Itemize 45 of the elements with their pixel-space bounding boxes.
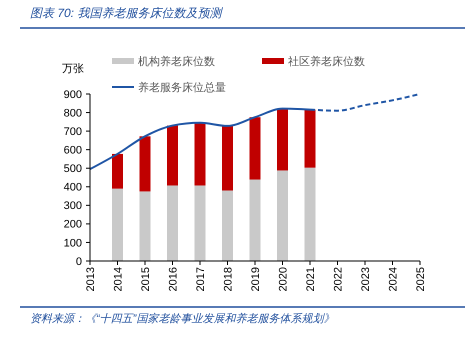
y-tick-label: 300 [64,200,82,212]
bar [140,136,150,192]
x-tick-label: 2021 [305,267,317,292]
y-tick-label: 500 [64,163,82,176]
x-tick-label: 2017 [195,267,207,292]
y-tick-label: 400 [64,182,82,194]
bar [250,117,260,180]
bar [222,190,233,261]
y-tick-label: 100 [64,237,82,250]
x-tick-label: 2020 [278,267,290,292]
x-tick-label: 2019 [250,267,262,292]
x-tick-label: 2015 [140,267,152,292]
y-axis-title: 万张 [62,62,84,75]
y-tick-label: 600 [64,144,82,157]
x-tick-label: 2013 [85,267,97,292]
text: 资料来源：《“十四五”国家老龄事业发展和养老服务体系规划》 [30,312,334,325]
bar [277,108,288,170]
y-tick-label: 900 [64,88,82,101]
bar [250,180,260,261]
legend-label: 养老服务床位总量 [138,80,226,94]
bar [304,168,316,261]
bar [277,170,288,261]
x-tick-label: 2023 [360,267,372,292]
bar [112,154,123,189]
x-tick-label: 2024 [388,267,400,292]
bar [222,126,233,190]
bar [167,185,178,261]
legend-label: 机构养老床位数 [138,54,215,68]
bar [194,122,206,186]
x-tick-label: 2022 [332,267,344,292]
chart-title: 图表 70: 我国养老服务床位数及预测 [30,6,224,20]
legend-label: 社区养老床位数 [288,54,365,68]
bar [140,191,150,261]
bar [167,126,178,186]
y-tick-label: 0 [76,256,82,268]
x-tick-label: 2014 [112,267,124,292]
x-tick-label: 2025 [415,267,427,292]
bar [304,110,316,168]
y-tick-label: 700 [64,126,82,138]
y-tick-label: 200 [64,218,82,231]
y-tick-label: 800 [64,107,82,120]
x-tick-label: 2016 [168,267,180,292]
x-tick-label: 2018 [222,267,234,292]
bar [194,185,206,261]
bar [112,188,123,261]
